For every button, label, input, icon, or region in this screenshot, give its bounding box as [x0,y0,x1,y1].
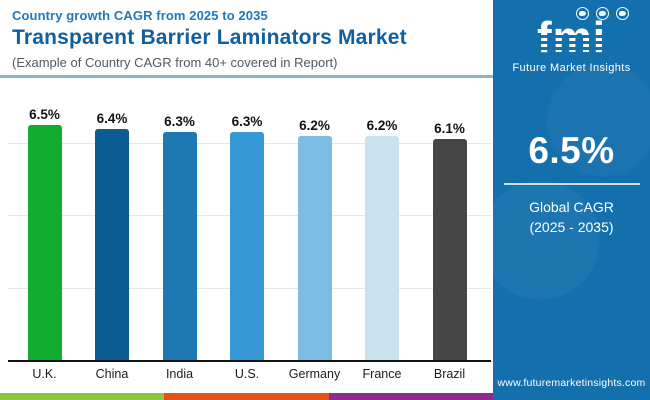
footer-color-strip [0,393,493,400]
chart-header: Country growth CAGR from 2025 to 2035 Tr… [12,8,487,70]
x-axis-label: U.K. [32,367,57,381]
us-map-icon [575,7,589,20]
bar-value-label: 6.3% [231,114,263,130]
x-axis-label: U.S. [234,367,260,381]
bar-India [162,132,197,360]
bar-Germany [297,135,332,360]
stat-label-line1: Global CAGR [529,199,614,216]
bar-value-label: 6.2% [299,117,330,133]
bar-U.K. [27,125,62,360]
bar-China [95,128,129,360]
strip-segment-green [0,393,165,400]
chart-kicker: Country growth CAGR from 2025 to 2035 [12,8,268,23]
x-axis-label: India [165,367,194,381]
bar-U.S. [230,132,264,360]
sidebar: fmi Future Market Insights 6.5% Global C… [493,0,650,400]
header-divider [0,75,493,78]
x-axis-label: China [95,367,129,381]
logo-caption: Future Market Insights [512,62,631,75]
logo-dots [512,7,630,21]
bar-Brazil [432,139,467,360]
compass-icon [595,7,609,20]
strip-segment-orange [164,393,329,400]
website-url: www.futuremarketinsights.com [497,377,646,389]
bar-value-label: 6.5% [29,107,60,123]
strip-segment-purple [328,393,493,400]
global-cagr-stat: 6.5% Global CAGR (2025 - 2035) [503,130,640,237]
stat-divider [503,183,640,186]
stat-label-line2: (2025 - 2035) [529,219,614,236]
chart-note: (Example of Country CAGR from 40+ covere… [12,55,338,70]
global-cagr-value: 6.5% [528,130,615,172]
x-axis-label: France [362,367,402,381]
x-axis-label: Germany [288,367,341,381]
bar-value-label: 6.4% [96,110,128,126]
bar-France [365,135,399,360]
bar-value-label: 6.2% [366,117,398,133]
logo-wordmark: fmi [510,16,633,60]
page-title: Transparent Barrier Laminators Market [12,26,407,49]
logo-wordmark-text: fmi [536,13,606,62]
x-axis-line [8,360,491,362]
bar-value-label: 6.1% [434,121,465,137]
chart-panel: Country growth CAGR from 2025 to 2035 Tr… [0,8,493,381]
fmi-logo: fmi Future Market Insights [510,7,633,75]
bar-value-label: 6.3% [164,114,195,130]
x-axis-label: Brazil [433,367,466,381]
americas-globe-icon [615,7,629,20]
